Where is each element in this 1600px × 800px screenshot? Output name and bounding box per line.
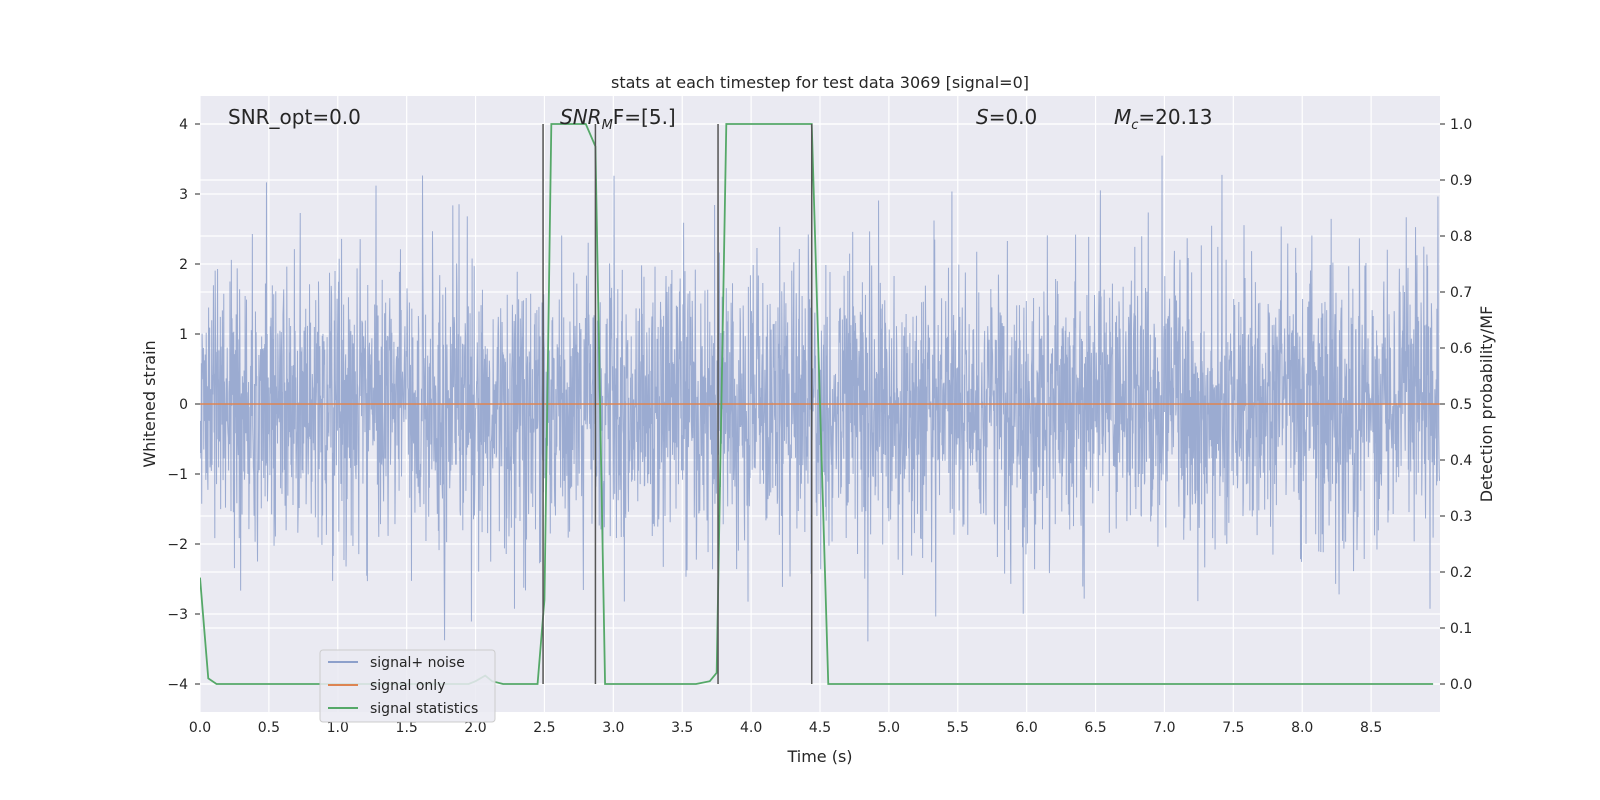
y-tick-label: 2: [179, 257, 188, 273]
x-axis-title: Time (s): [786, 747, 852, 766]
x-tick-label: 8.5: [1360, 720, 1382, 736]
x-axis-ticks: 0.0 0.5 1.0 1.5 2.0 2.5 3.0 3.5 4.0 4.5 5.0 5.5 6.0 6…: [189, 720, 1382, 736]
annotation-mc-rest: =20.13: [1138, 105, 1212, 129]
x-tick-label: 7.5: [1222, 720, 1244, 736]
y-axis-title: Whitened strain: [140, 340, 159, 467]
annotation-mc-sub: c: [1131, 118, 1138, 133]
legend-label-signal-statistics: signal statistics: [370, 701, 478, 717]
y2-tick-label: 0.1: [1450, 621, 1472, 637]
x-tick-label: 1.5: [396, 720, 418, 736]
annotation-mc: Mc=20.13: [1114, 105, 1212, 133]
chart-title: stats at each timestep for test data 306…: [611, 73, 1029, 92]
y2-tick-label: 0.2: [1450, 565, 1472, 581]
y-tick-label: 0: [179, 397, 188, 413]
y2-tick-label: 0.4: [1450, 453, 1472, 469]
x-tick-label: 3.0: [602, 720, 624, 736]
x-tick-label: 5.0: [878, 720, 900, 736]
annotation-snr-mf-sub: M: [602, 118, 613, 133]
y-tick-label: −4: [167, 677, 188, 693]
y-tick-label: −2: [167, 537, 188, 553]
x-tick-label: 8.0: [1291, 720, 1313, 736]
x-tick-label: 7.0: [1153, 720, 1175, 736]
legend-label-signal-noise: signal+ noise: [370, 655, 465, 671]
y2-tick-label: 0.0: [1450, 677, 1472, 693]
y-tick-label: 3: [179, 187, 188, 203]
annotation-snr-mf-main: SNR: [560, 105, 602, 129]
y2-tick-label: 0.5: [1450, 397, 1472, 413]
x-tick-label: 1.0: [327, 720, 349, 736]
annotation-mc-main: M: [1114, 105, 1131, 129]
x-tick-label: 4.5: [809, 720, 831, 736]
x-tick-label: 6.5: [1084, 720, 1106, 736]
legend: signal+ noise signal only signal statist…: [319, 649, 496, 723]
y2-tick-label: 0.7: [1450, 285, 1472, 301]
x-tick-label: 4.0: [740, 720, 762, 736]
x-tick-label: 5.5: [947, 720, 969, 736]
x-tick-label: 0.0: [189, 720, 211, 736]
x-tick-label: 6.0: [1016, 720, 1038, 736]
annotation-s: S=0.0: [976, 105, 1037, 129]
y2-tick-label: 0.6: [1450, 341, 1472, 357]
markers-layer: [542, 124, 813, 684]
annotation-snr-mf: SNRMF=[5.]: [560, 105, 676, 133]
x-tick-label: 3.5: [671, 720, 693, 736]
y-tick-label: −1: [167, 467, 188, 483]
x-tick-label: 2.0: [464, 720, 486, 736]
y-axis-ticks: 4 3 2 1 0 −1 −2 −3 −4: [167, 117, 200, 693]
y2-axis-title: Detection probability/MF: [1477, 306, 1496, 503]
y2-tick-label: 1.0: [1450, 117, 1472, 133]
legend-box: [319, 649, 496, 723]
x-tick-label: 2.5: [533, 720, 555, 736]
annotation-s-main: S: [976, 105, 989, 129]
y2-axis-ticks: 1.0 0.9 0.8 0.7 0.6 0.5 0.4 0.3 0.2 0.1 0.0: [1440, 117, 1472, 693]
annotation-s-rest: =0.0: [989, 105, 1038, 129]
legend-label-signal-only: signal only: [370, 678, 445, 694]
y-tick-label: −3: [167, 607, 188, 623]
annotation-snr-opt: SNR_opt=0.0: [228, 105, 361, 129]
y2-tick-label: 0.8: [1450, 229, 1472, 245]
y2-tick-label: 0.3: [1450, 509, 1472, 525]
y2-tick-label: 0.9: [1450, 173, 1472, 189]
y-tick-label: 4: [179, 117, 188, 133]
x-tick-label: 0.5: [258, 720, 280, 736]
y-tick-label: 1: [179, 327, 188, 343]
annotation-snr-mf-rest: F=[5.]: [613, 105, 676, 129]
